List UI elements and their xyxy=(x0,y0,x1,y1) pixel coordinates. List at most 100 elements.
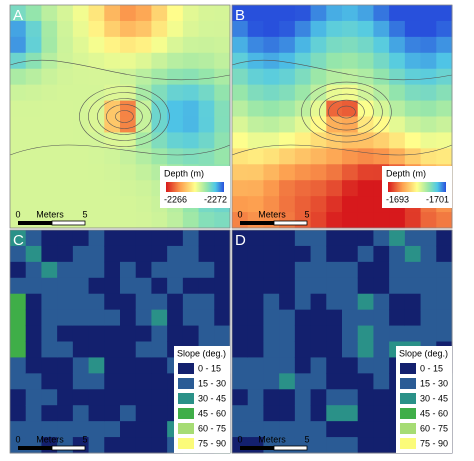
raster-cell xyxy=(373,421,390,438)
raster-cell xyxy=(41,261,58,279)
raster-cell xyxy=(151,389,168,406)
raster-cell xyxy=(436,132,453,149)
raster-cell xyxy=(404,52,422,70)
raster-cell xyxy=(247,196,264,213)
raster-cell xyxy=(279,132,296,149)
raster-cell xyxy=(310,230,327,247)
map-panel: B 0 Meters 5 Depth (m) -1693 -1701 xyxy=(231,4,453,229)
raster-cell xyxy=(436,116,453,133)
raster-cell xyxy=(247,405,264,422)
raster-cell xyxy=(373,148,390,165)
raster-cell xyxy=(41,277,58,295)
raster-cell xyxy=(326,373,343,390)
raster-cell xyxy=(404,100,422,117)
raster-cell xyxy=(357,212,374,229)
raster-cell xyxy=(420,36,437,54)
scale-bar xyxy=(273,220,308,226)
raster-cell xyxy=(57,341,74,358)
raster-cell xyxy=(72,180,90,197)
raster-cell xyxy=(214,245,231,263)
raster-cell xyxy=(135,212,152,229)
raster-cell xyxy=(263,180,280,197)
raster-cell xyxy=(72,84,90,102)
panel-border xyxy=(231,229,453,454)
raster-cell xyxy=(404,261,422,279)
raster-cell xyxy=(10,36,27,54)
raster-cell xyxy=(420,277,437,295)
raster-cell xyxy=(294,389,312,406)
raster-cell xyxy=(436,212,453,229)
raster-cell xyxy=(373,373,390,390)
raster-cell xyxy=(25,84,42,102)
raster-cell xyxy=(342,212,359,229)
raster-cell xyxy=(247,5,264,22)
raster-cell xyxy=(263,20,280,38)
raster-cell xyxy=(10,100,27,117)
raster-cell xyxy=(120,148,137,165)
raster-cell xyxy=(389,148,406,165)
panel-border xyxy=(9,229,231,454)
raster-cell xyxy=(25,277,42,295)
raster-cell xyxy=(135,5,152,22)
raster-cell xyxy=(326,116,343,133)
raster-cell xyxy=(104,437,121,454)
raster-cell xyxy=(41,84,58,102)
raster-cell xyxy=(182,230,200,247)
raster-cell xyxy=(342,325,359,342)
raster-cell xyxy=(72,261,90,279)
raster-cell xyxy=(279,52,296,70)
raster-cell xyxy=(88,293,105,311)
raster-cell xyxy=(72,309,90,327)
raster-cell xyxy=(120,389,137,406)
raster-cell xyxy=(198,36,215,54)
raster-cell xyxy=(151,373,168,390)
raster-cell xyxy=(214,20,231,38)
raster-cell xyxy=(151,293,168,311)
raster-cell xyxy=(41,52,58,70)
raster-cell xyxy=(326,196,343,213)
raster-cell xyxy=(88,196,105,213)
raster-cell xyxy=(247,389,264,406)
raster-cell xyxy=(232,5,249,22)
raster-cell xyxy=(41,148,58,165)
raster-cell xyxy=(198,277,215,295)
raster-cell xyxy=(310,68,327,86)
raster-cell xyxy=(25,230,42,247)
legend-label: 60 - 75 xyxy=(420,423,448,433)
raster-cell xyxy=(404,36,422,54)
raster-cell xyxy=(72,325,90,342)
panel-label: D xyxy=(235,232,246,249)
raster-cell xyxy=(151,212,168,229)
raster-cell xyxy=(247,68,264,86)
raster-cell xyxy=(120,437,137,454)
raster-cell xyxy=(104,293,121,311)
raster-cell xyxy=(72,341,90,358)
raster-cell xyxy=(25,148,42,165)
raster-cell xyxy=(263,341,280,358)
raster-cell xyxy=(373,20,390,38)
raster-cell xyxy=(357,357,374,374)
raster-cell xyxy=(88,20,105,38)
raster-cell xyxy=(357,437,374,454)
raster-cell xyxy=(342,293,359,311)
raster-cell xyxy=(310,341,327,358)
raster-cell xyxy=(104,357,121,374)
raster-cell xyxy=(182,132,200,149)
raster-cell xyxy=(10,309,27,327)
raster-cell xyxy=(120,277,137,295)
panel-border xyxy=(9,4,231,229)
raster-cell xyxy=(72,196,90,213)
raster-cell xyxy=(420,230,437,247)
scale-bar xyxy=(18,446,52,450)
scale-label: Meters xyxy=(258,209,286,219)
raster-cell xyxy=(104,68,121,86)
legend-label: 30 - 45 xyxy=(198,393,226,403)
raster-cell xyxy=(389,212,406,229)
raster-cell xyxy=(72,293,90,311)
raster-cell xyxy=(247,20,264,38)
raster-cell xyxy=(247,84,264,102)
raster-cell xyxy=(198,230,215,247)
raster-cell xyxy=(25,20,42,38)
raster-cell xyxy=(247,341,264,358)
raster-cell xyxy=(104,277,121,295)
